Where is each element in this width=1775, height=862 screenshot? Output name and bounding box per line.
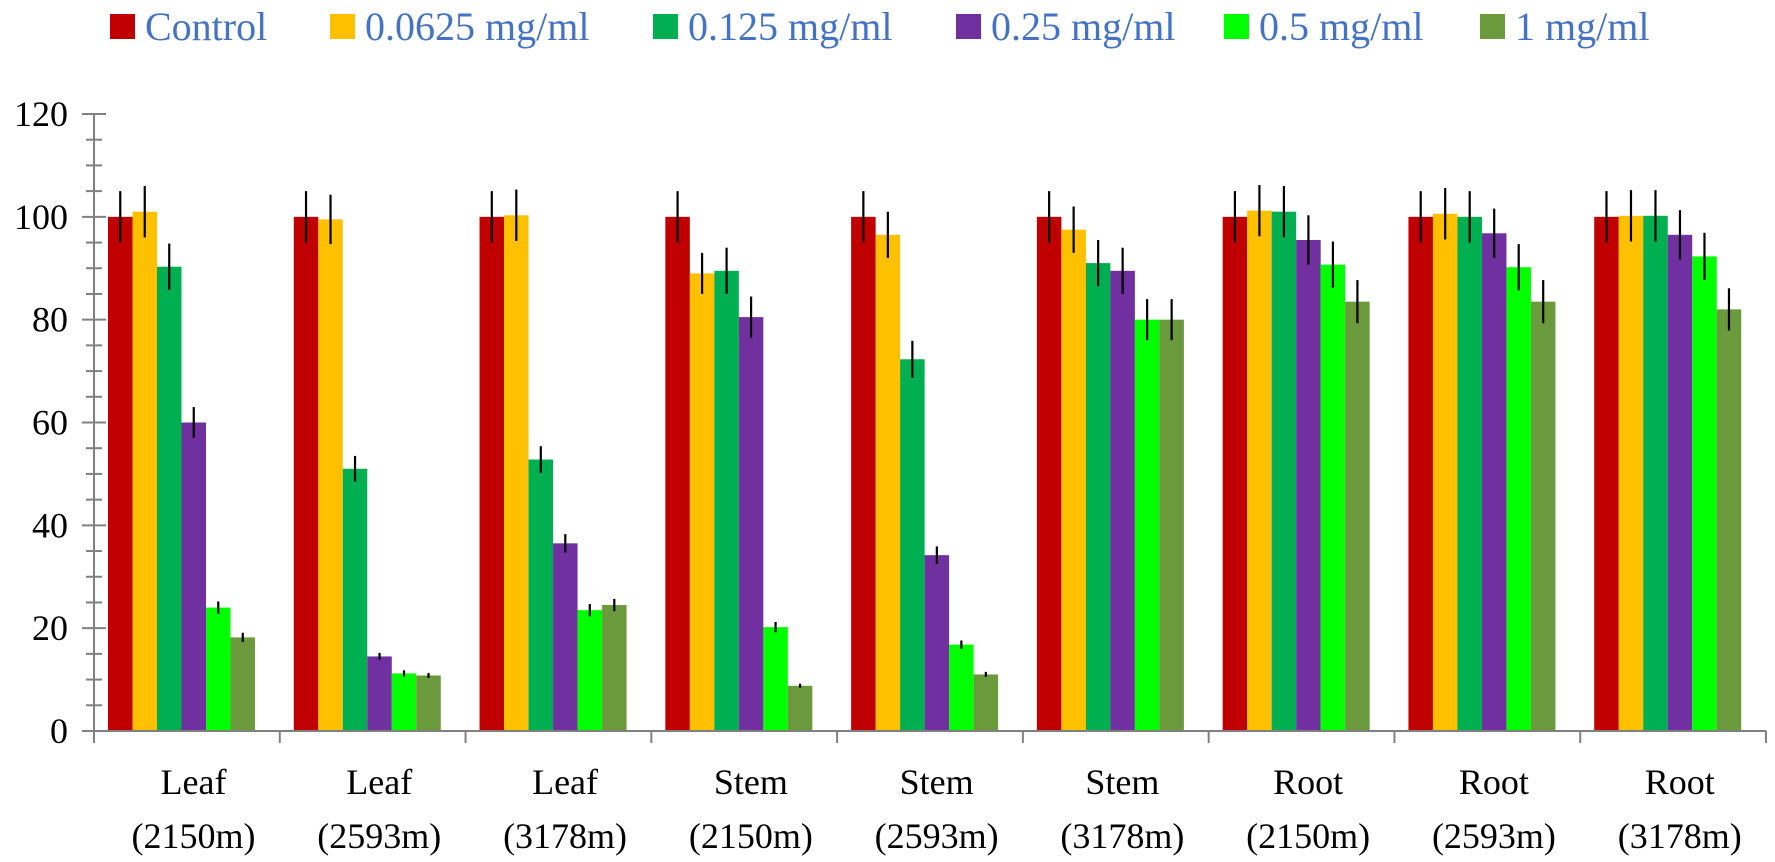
y-tick-label: 20 — [32, 608, 68, 648]
x-tick-label: Leaf — [346, 762, 412, 802]
legend-label: 0.25 mg/ml — [991, 4, 1175, 49]
x-tick-label-sub: (2150m) — [1246, 816, 1370, 856]
bar — [1159, 319, 1184, 731]
y-tick-label: 0 — [50, 711, 68, 751]
bar — [553, 543, 578, 731]
x-tick-label-sub: (2593m) — [317, 816, 441, 856]
bar — [1667, 234, 1693, 731]
x-tick-label: Stem — [900, 762, 974, 802]
bar — [1345, 301, 1370, 731]
x-tick-label-sub: (2150m) — [689, 816, 813, 856]
bar — [528, 459, 554, 731]
bar — [1594, 216, 1619, 732]
y-axis-ticks: 0 20 40 60 80 100 120 — [14, 94, 106, 751]
x-tick-label-sub: (3178m) — [1060, 816, 1184, 856]
legend-label: Control — [145, 4, 267, 49]
error-bars-layer — [119, 184, 1731, 688]
legend-swatch — [330, 14, 355, 39]
x-tick-label-sub: (2593m) — [875, 816, 999, 856]
x-tick-label-sub: (3178m) — [1618, 816, 1742, 856]
bar — [924, 555, 950, 731]
bar — [391, 673, 417, 731]
y-tick-label: 60 — [32, 403, 68, 443]
bar — [900, 359, 925, 731]
bar — [851, 216, 876, 732]
x-tick-label: Root — [1645, 762, 1715, 802]
bar — [1110, 270, 1135, 731]
bar — [787, 685, 813, 731]
legend: Control 0.0625 mg/ml 0.125 mg/ml 0.25 mg/ml… — [110, 4, 1649, 49]
x-axis-ticks: Leaf (2150m) Leaf (2593m) Leaf (3178m) Stem (21… — [93, 731, 1767, 856]
x-tick-label-sub: (2593m) — [1432, 816, 1556, 856]
legend-label: 1 mg/ml — [1515, 4, 1649, 49]
bars-layer — [108, 210, 1742, 732]
bar — [230, 637, 255, 731]
legend-swatch — [1480, 14, 1505, 39]
bar — [1716, 309, 1742, 731]
bar — [293, 216, 319, 732]
legend-swatch — [110, 14, 135, 39]
y-tick-label: 100 — [14, 197, 68, 237]
bar — [206, 607, 231, 731]
bar — [1481, 233, 1507, 731]
bar — [504, 215, 529, 731]
y-tick-label: 120 — [14, 94, 68, 134]
bar — [665, 216, 690, 732]
bar — [1271, 211, 1297, 732]
bar — [1320, 264, 1346, 731]
bar — [1432, 213, 1458, 731]
bar — [1408, 216, 1433, 732]
y-tick-label: 80 — [32, 300, 68, 340]
bar — [949, 644, 974, 731]
bar — [479, 216, 505, 732]
bar — [875, 234, 901, 731]
bar — [1506, 267, 1531, 731]
bar — [132, 211, 157, 732]
bar — [157, 266, 182, 731]
x-tick-label: Stem — [714, 762, 788, 802]
legend-label: 0.5 mg/ml — [1259, 4, 1423, 49]
bar — [416, 675, 441, 731]
x-tick-label-sub: (2150m) — [132, 816, 256, 856]
bar — [1085, 263, 1111, 731]
bar — [1247, 210, 1272, 731]
bar — [318, 219, 343, 731]
x-tick-label: Stem — [1085, 762, 1159, 802]
bar — [342, 468, 368, 731]
bar — [1692, 256, 1717, 731]
bar — [738, 317, 764, 731]
legend-swatch — [1224, 14, 1249, 39]
y-tick-label: 40 — [32, 505, 68, 545]
bar — [689, 273, 715, 731]
bar — [108, 216, 133, 732]
legend-swatch — [956, 14, 981, 39]
legend-label: 0.0625 mg/ml — [365, 4, 589, 49]
x-tick-label: Root — [1459, 762, 1529, 802]
x-tick-label: Leaf — [532, 762, 598, 802]
legend-swatch — [653, 14, 678, 39]
bar — [577, 610, 603, 731]
legend-label: 0.125 mg/ml — [688, 4, 892, 49]
bar — [1134, 319, 1160, 731]
bar — [1296, 239, 1321, 732]
x-tick-label: Leaf — [161, 762, 227, 802]
bar — [1036, 216, 1062, 732]
bar — [973, 674, 999, 731]
x-tick-label: Root — [1273, 762, 1343, 802]
bar — [763, 627, 788, 731]
bar — [602, 605, 627, 731]
bar — [1222, 216, 1248, 732]
bar — [1061, 229, 1086, 731]
x-tick-label-sub: (3178m) — [503, 816, 627, 856]
bar — [181, 422, 206, 731]
bar — [714, 270, 739, 731]
bar — [1457, 216, 1482, 732]
bar — [367, 656, 392, 731]
bar — [1618, 215, 1644, 731]
bar — [1530, 301, 1556, 731]
bar — [1643, 215, 1668, 731]
